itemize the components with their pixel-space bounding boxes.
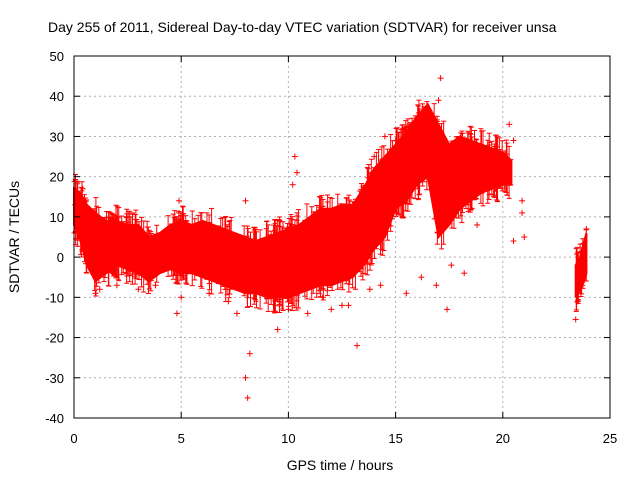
data-point xyxy=(289,181,296,188)
data-point xyxy=(293,169,300,176)
data-point xyxy=(392,137,399,144)
grid xyxy=(74,56,610,418)
ticks: 0 5 10 15 20 25 -40 -30 -20 -10 0 10 20 30 40 50 xyxy=(45,49,617,446)
series-late xyxy=(573,229,589,312)
data-point xyxy=(319,294,326,301)
data-point xyxy=(519,197,526,204)
x-axis-label: GPS time / hours xyxy=(287,457,394,473)
data-point xyxy=(225,298,232,305)
data-point xyxy=(242,197,249,204)
data-point xyxy=(291,153,298,160)
data-point xyxy=(510,238,517,245)
data-point xyxy=(448,262,455,269)
y-tick-label: 50 xyxy=(50,49,64,64)
y-tick-label: 40 xyxy=(50,89,64,104)
data-point xyxy=(345,302,352,309)
data-point xyxy=(304,310,311,317)
y-tick-label: 0 xyxy=(57,250,64,265)
data-point xyxy=(381,133,388,140)
data-point xyxy=(354,342,361,349)
data-point xyxy=(79,185,86,192)
data-point xyxy=(403,290,410,297)
data-point xyxy=(444,306,451,313)
data-point xyxy=(233,310,240,317)
data-point xyxy=(519,209,526,216)
data-point xyxy=(461,270,468,277)
data-point xyxy=(72,201,79,208)
data-point xyxy=(244,394,251,401)
data-point xyxy=(135,286,142,293)
y-tick-label: -10 xyxy=(45,290,64,305)
data-point xyxy=(482,157,489,164)
data-point xyxy=(371,153,378,160)
y-tick-label: 20 xyxy=(50,170,64,185)
plot-frame xyxy=(73,55,611,419)
y-tick-label: -20 xyxy=(45,331,64,346)
x-tick-label: 15 xyxy=(388,431,402,446)
x-tick-label: 25 xyxy=(603,431,617,446)
data-point xyxy=(572,316,579,323)
x-tick-label: 20 xyxy=(496,431,510,446)
data-point xyxy=(506,121,513,128)
data-point xyxy=(339,302,345,309)
data-point xyxy=(88,213,95,220)
data-point xyxy=(285,306,292,313)
data-point xyxy=(92,290,99,297)
data-point xyxy=(474,221,481,228)
y-tick-label: 10 xyxy=(50,210,64,225)
data-point xyxy=(418,274,425,281)
x-tick-label: 5 xyxy=(178,431,185,446)
y-tick-label: -30 xyxy=(45,371,64,386)
series-band xyxy=(73,102,513,299)
data-point xyxy=(377,282,384,289)
data-point xyxy=(246,350,253,357)
data-point xyxy=(328,306,335,313)
data-point xyxy=(433,282,440,289)
data-point xyxy=(173,310,180,317)
data-point xyxy=(574,298,581,305)
y-axis-label: SDTVAR / TECUs xyxy=(6,181,22,293)
data-point xyxy=(583,225,590,232)
data-point xyxy=(242,374,249,381)
y-tick-label: -40 xyxy=(45,411,64,426)
chart-title: Day 255 of 2011, Sidereal Day-to-day VTE… xyxy=(48,19,557,35)
y-tick-label: 30 xyxy=(50,129,64,144)
data-point xyxy=(521,234,528,240)
data-point xyxy=(96,286,103,293)
x-tick-label: 10 xyxy=(281,431,295,446)
data-point xyxy=(366,286,373,293)
data-point xyxy=(437,75,444,82)
data-point xyxy=(510,137,517,144)
data-point xyxy=(435,97,442,104)
data-point xyxy=(152,282,159,289)
series-main xyxy=(71,99,514,314)
data-layer xyxy=(71,75,590,401)
data-point xyxy=(274,326,281,333)
x-tick-label: 0 xyxy=(70,431,77,446)
data-point xyxy=(176,197,183,204)
data-point xyxy=(113,282,120,289)
data-point xyxy=(178,294,185,301)
data-point xyxy=(176,209,183,216)
data-point xyxy=(206,290,213,297)
